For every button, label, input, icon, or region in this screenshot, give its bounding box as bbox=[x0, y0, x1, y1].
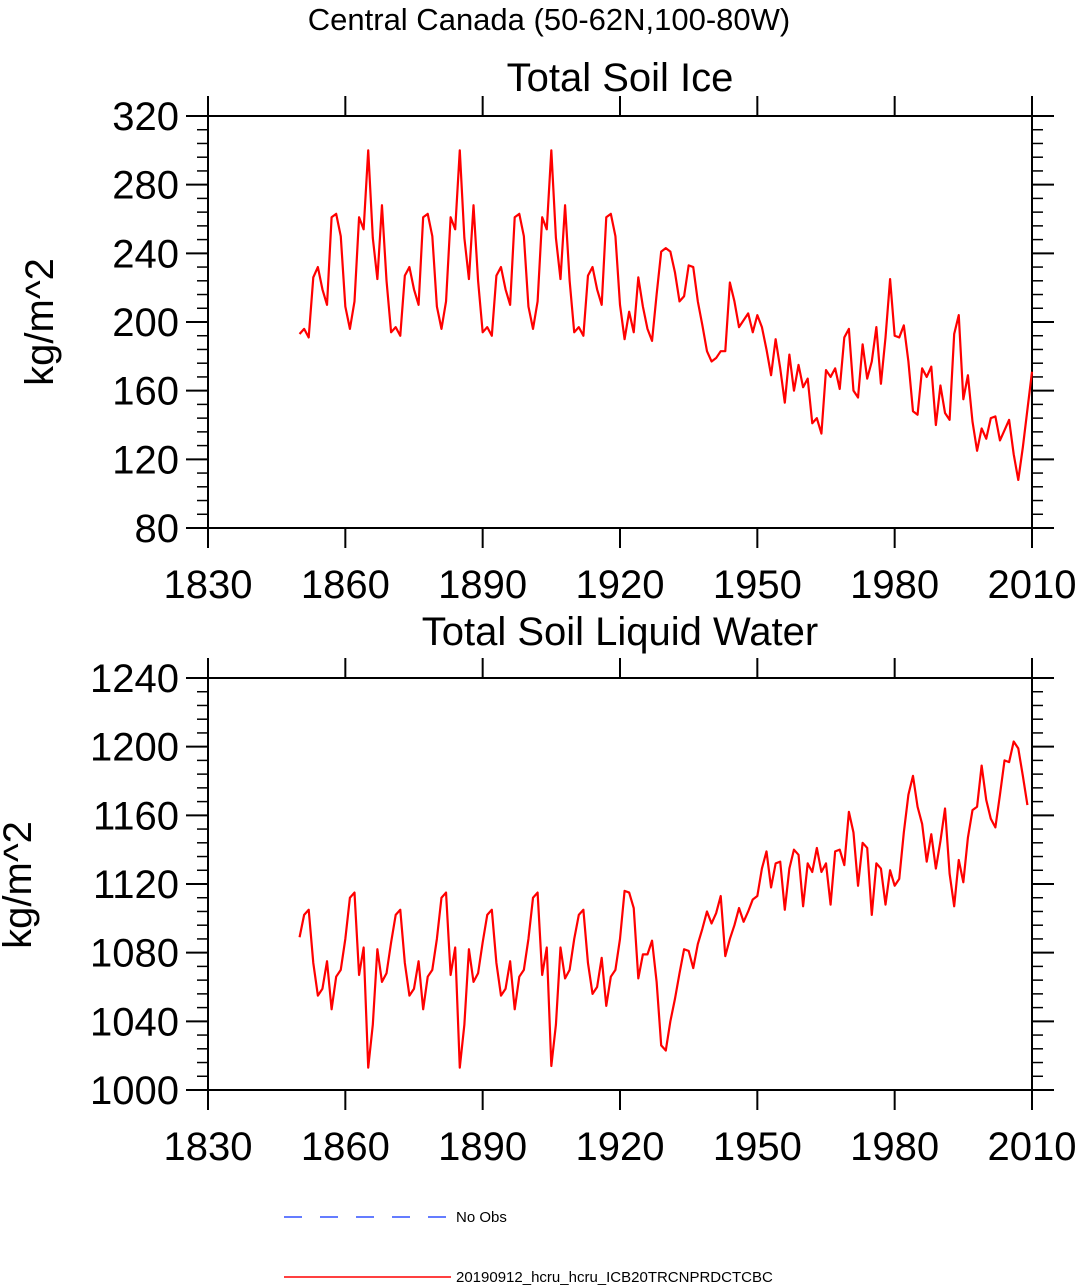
y-tick-label: 1240 bbox=[90, 657, 179, 701]
x-tick-label: 1860 bbox=[301, 563, 390, 607]
x-tick-label: 1950 bbox=[713, 563, 802, 607]
figure-suptitle: Central Canada (50-62N,100-80W) bbox=[308, 2, 790, 37]
x-tick-label: 1950 bbox=[713, 1125, 802, 1169]
x-tick-label: 1980 bbox=[850, 563, 939, 607]
panel-title: Total Soil Ice bbox=[507, 56, 734, 100]
x-tick-label: 1890 bbox=[438, 563, 527, 607]
y-tick-label: 1040 bbox=[90, 1000, 179, 1044]
plot-frame bbox=[207, 115, 1033, 529]
x-tick-label: 2010 bbox=[988, 1125, 1077, 1169]
x-tick-label: 1890 bbox=[438, 1125, 527, 1169]
x-tick-label: 1830 bbox=[164, 1125, 253, 1169]
y-tick-label: 320 bbox=[112, 95, 179, 139]
panel-total-soil-ice: Total Soil Ice kg/m^2 1830 1860 1890 1920 19… bbox=[18, 56, 1076, 607]
y-axis-label: kg/m^2 bbox=[0, 821, 40, 949]
series-line bbox=[298, 740, 1029, 1069]
y-tick-label: 1160 bbox=[93, 794, 179, 838]
x-tick-label: 2010 bbox=[988, 563, 1077, 607]
y-tick-label: 240 bbox=[112, 232, 179, 276]
panel-total-soil-liquid-water: Total Soil Liquid Water kg/m^2 1830 1860 1… bbox=[0, 610, 1076, 1169]
panel-title: Total Soil Liquid Water bbox=[422, 610, 818, 654]
y-tick-label: 200 bbox=[112, 301, 179, 345]
y-tick-label: 1000 bbox=[90, 1069, 179, 1113]
y-tick-label: 120 bbox=[112, 438, 179, 482]
y-tick-label: 280 bbox=[112, 164, 179, 208]
legend-label-model: 20190912_hcru_hcru_ICB20TRCNPRDCTCBC bbox=[456, 1269, 773, 1286]
plot-frame bbox=[207, 677, 1033, 1091]
x-tick-label: 1920 bbox=[576, 563, 665, 607]
x-tick-label: 1830 bbox=[164, 563, 253, 607]
x-tick-label: 1980 bbox=[850, 1125, 939, 1169]
y-tick-label: 1120 bbox=[93, 863, 179, 907]
y-tick-label: 1200 bbox=[90, 726, 179, 770]
y-tick-label: 80 bbox=[135, 507, 180, 551]
legend: No Obs 20190912_hcru_hcru_ICB20TRCNPRDCT… bbox=[284, 1209, 773, 1286]
y-tick-label: 1080 bbox=[90, 932, 179, 976]
legend-label-no-obs: No Obs bbox=[456, 1209, 507, 1226]
x-tick-label: 1920 bbox=[576, 1125, 665, 1169]
series-line bbox=[298, 149, 1034, 482]
y-tick-label: 160 bbox=[112, 370, 179, 414]
x-tick-label: 1860 bbox=[301, 1125, 390, 1169]
y-axis-label: kg/m^2 bbox=[18, 258, 62, 386]
